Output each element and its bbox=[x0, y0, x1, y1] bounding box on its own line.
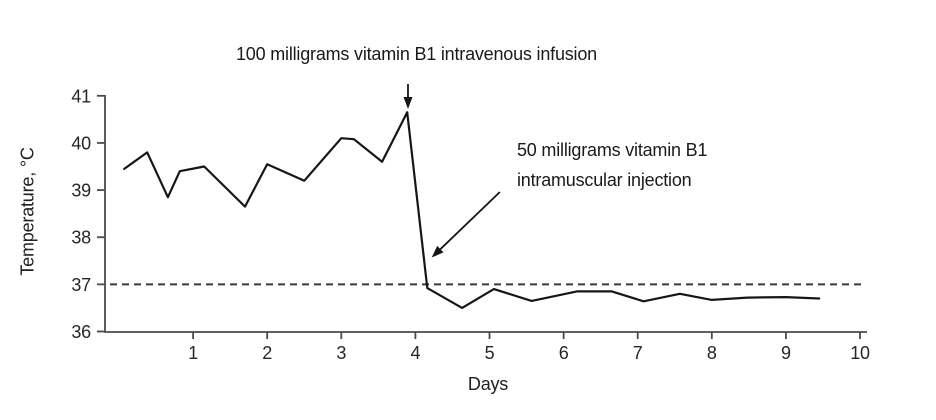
y-tick-label: 38 bbox=[71, 228, 91, 248]
x-tick-label: 1 bbox=[188, 343, 198, 363]
y-tick-label: 41 bbox=[71, 86, 91, 106]
x-tick-label: 10 bbox=[850, 343, 870, 363]
x-tick-label: 9 bbox=[781, 343, 791, 363]
im-injection-annotation-line2: intramuscular injection bbox=[517, 170, 692, 190]
chart-title: 100 milligrams vitamin B1 intravenous in… bbox=[236, 44, 597, 64]
x-tick-label: 6 bbox=[559, 343, 569, 363]
x-tick-label: 7 bbox=[633, 343, 643, 363]
x-tick-label: 4 bbox=[410, 343, 420, 363]
im-injection-arrow-head bbox=[431, 245, 444, 258]
temperature-line bbox=[123, 111, 821, 309]
x-axis-label: Days bbox=[467, 374, 509, 394]
im-injection-arrow-shaft bbox=[439, 191, 501, 250]
y-tick-label: 39 bbox=[71, 181, 91, 201]
iv-infusion-arrow-head bbox=[403, 96, 413, 109]
y-tick-label: 40 bbox=[71, 133, 91, 153]
im-injection-annotation: 50 milligrams vitamin B1 intramuscular i… bbox=[517, 135, 707, 195]
y-tick-label: 36 bbox=[71, 322, 91, 342]
y-tick-label: 37 bbox=[71, 275, 91, 295]
x-tick-label: 5 bbox=[485, 343, 495, 363]
x-tick-label: 3 bbox=[336, 343, 346, 363]
im-injection-annotation-line1: 50 milligrams vitamin B1 bbox=[517, 140, 708, 160]
x-tick-label: 2 bbox=[262, 343, 272, 363]
x-tick-label: 8 bbox=[707, 343, 717, 363]
